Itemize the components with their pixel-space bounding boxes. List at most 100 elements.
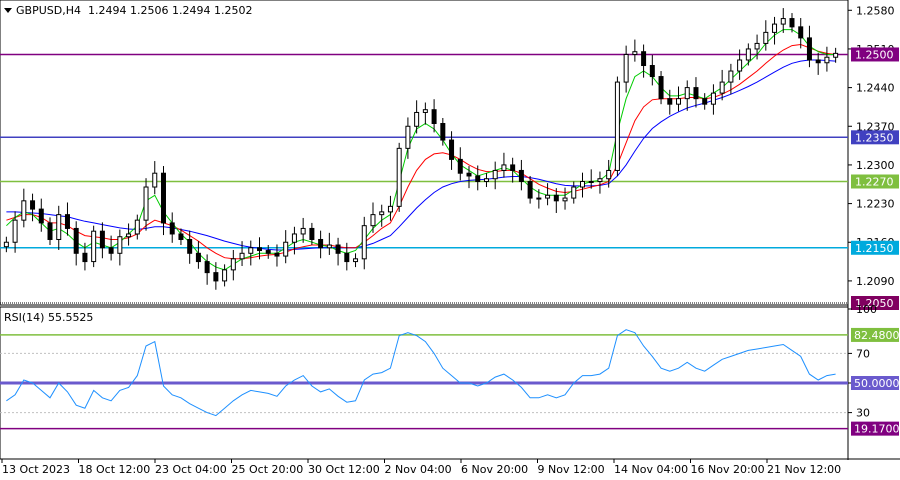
dropdown-triangle-icon[interactable] [4, 8, 12, 13]
rsi-level-tag-label: 19.1700 [854, 423, 900, 436]
candle [545, 183, 551, 206]
candle [82, 242, 88, 271]
candle [553, 188, 559, 213]
candle [56, 205, 62, 250]
candle [475, 165, 481, 191]
candle-body-bull [719, 81, 725, 94]
candle-body-bull [772, 23, 778, 33]
price-tick-label: 1.2370 [856, 120, 895, 133]
candle [606, 159, 612, 188]
candle [466, 166, 472, 189]
candle [12, 211, 18, 253]
candle-body-bull [239, 252, 245, 260]
candle-body-bull [684, 87, 690, 100]
candle-body-bull [387, 205, 393, 213]
time-tick-label: 25 Oct 20:00 [232, 463, 304, 476]
candle [806, 25, 812, 68]
candle-body-bull [12, 219, 18, 243]
candle [676, 86, 682, 112]
candle [649, 55, 655, 86]
candle [667, 89, 673, 115]
candle [248, 240, 254, 266]
candle-body-bull [754, 42, 760, 50]
candle-body-bear [466, 172, 472, 177]
level-tag-1.2270: 1.2270 [851, 174, 899, 189]
candle-body-bear [693, 87, 699, 100]
candle [300, 217, 306, 243]
candle [239, 241, 245, 266]
candle-body-bear [257, 247, 263, 252]
candle [64, 202, 70, 236]
candle-body-bear [274, 252, 280, 257]
candle [815, 52, 821, 75]
candle [169, 212, 175, 243]
candle [632, 39, 638, 62]
rsi-level-tag-82.4800: 82.4800 [851, 327, 900, 342]
candle [91, 225, 97, 268]
level-tag-bg [851, 240, 899, 255]
candle-body-bull [824, 56, 830, 64]
candle-body-bull [91, 230, 97, 263]
candle-body-bull [728, 70, 734, 83]
candle-body-bull [483, 178, 489, 182]
candle [449, 131, 455, 170]
candle-body-bear [527, 180, 533, 199]
candle [213, 262, 219, 290]
candle [396, 142, 402, 212]
candle [21, 188, 27, 228]
candle [257, 237, 263, 260]
candle [370, 202, 376, 233]
candle-body-bear [344, 252, 350, 263]
candle-body-bull [614, 81, 620, 171]
candle-body-bear [64, 214, 70, 229]
candle [3, 236, 9, 253]
candle-body-bull [379, 211, 385, 216]
candle-body-bull [780, 18, 786, 25]
candle-body-bull [833, 52, 839, 58]
candle-body-bear [47, 222, 53, 240]
rsi-header: RSI(14) 55.5525 [4, 311, 93, 324]
level-tag-label: 1.2270 [855, 175, 894, 188]
candle [614, 76, 620, 176]
candle-body-bear [658, 76, 664, 100]
candle-body-bull [353, 258, 359, 263]
candles [3, 8, 839, 290]
candle [571, 181, 577, 204]
time-tick-label: 21 Nov 12:00 [767, 463, 841, 476]
ma-mid-line [6, 43, 836, 260]
candle [798, 18, 804, 49]
level-tag-1.2150: 1.2150 [851, 240, 899, 255]
candle [780, 8, 786, 33]
candle [536, 189, 542, 209]
candle [562, 187, 568, 210]
candle-body-bear [38, 208, 44, 224]
candle-body-bull [632, 51, 638, 55]
candle-body-bull [405, 125, 411, 149]
rsi-level-tag-bg [851, 421, 899, 436]
candle [99, 222, 105, 259]
candle-body-bull [370, 214, 376, 227]
candle-body-bear [195, 252, 201, 263]
level-tag-bg [851, 174, 899, 189]
candle [326, 232, 332, 255]
price-tick-label: 1.2300 [856, 159, 895, 172]
candle-body-bull [134, 219, 140, 235]
candle [763, 20, 769, 51]
time-tick-label: 16 Nov 20:00 [691, 463, 765, 476]
level-tag-1.2050: 1.2050 [851, 296, 899, 310]
rsi-tick-label: 70 [856, 347, 870, 360]
rsi-indicator [0, 329, 848, 430]
candle [789, 13, 795, 33]
candle [728, 63, 734, 95]
candle-body-bear [641, 51, 647, 67]
rsi-tick-label: 30 [856, 407, 870, 420]
candle-body-bull [143, 186, 149, 221]
candle-body-bull [126, 233, 132, 238]
level-tag-label: 1.2050 [855, 297, 894, 310]
candle-body-bull [422, 109, 428, 113]
symbol-timeframe: GBPUSD,H4 [16, 4, 81, 17]
candle-body-bear [169, 222, 175, 235]
candle [134, 214, 140, 240]
time-tick-label: 13 Oct 2023 [2, 463, 70, 476]
